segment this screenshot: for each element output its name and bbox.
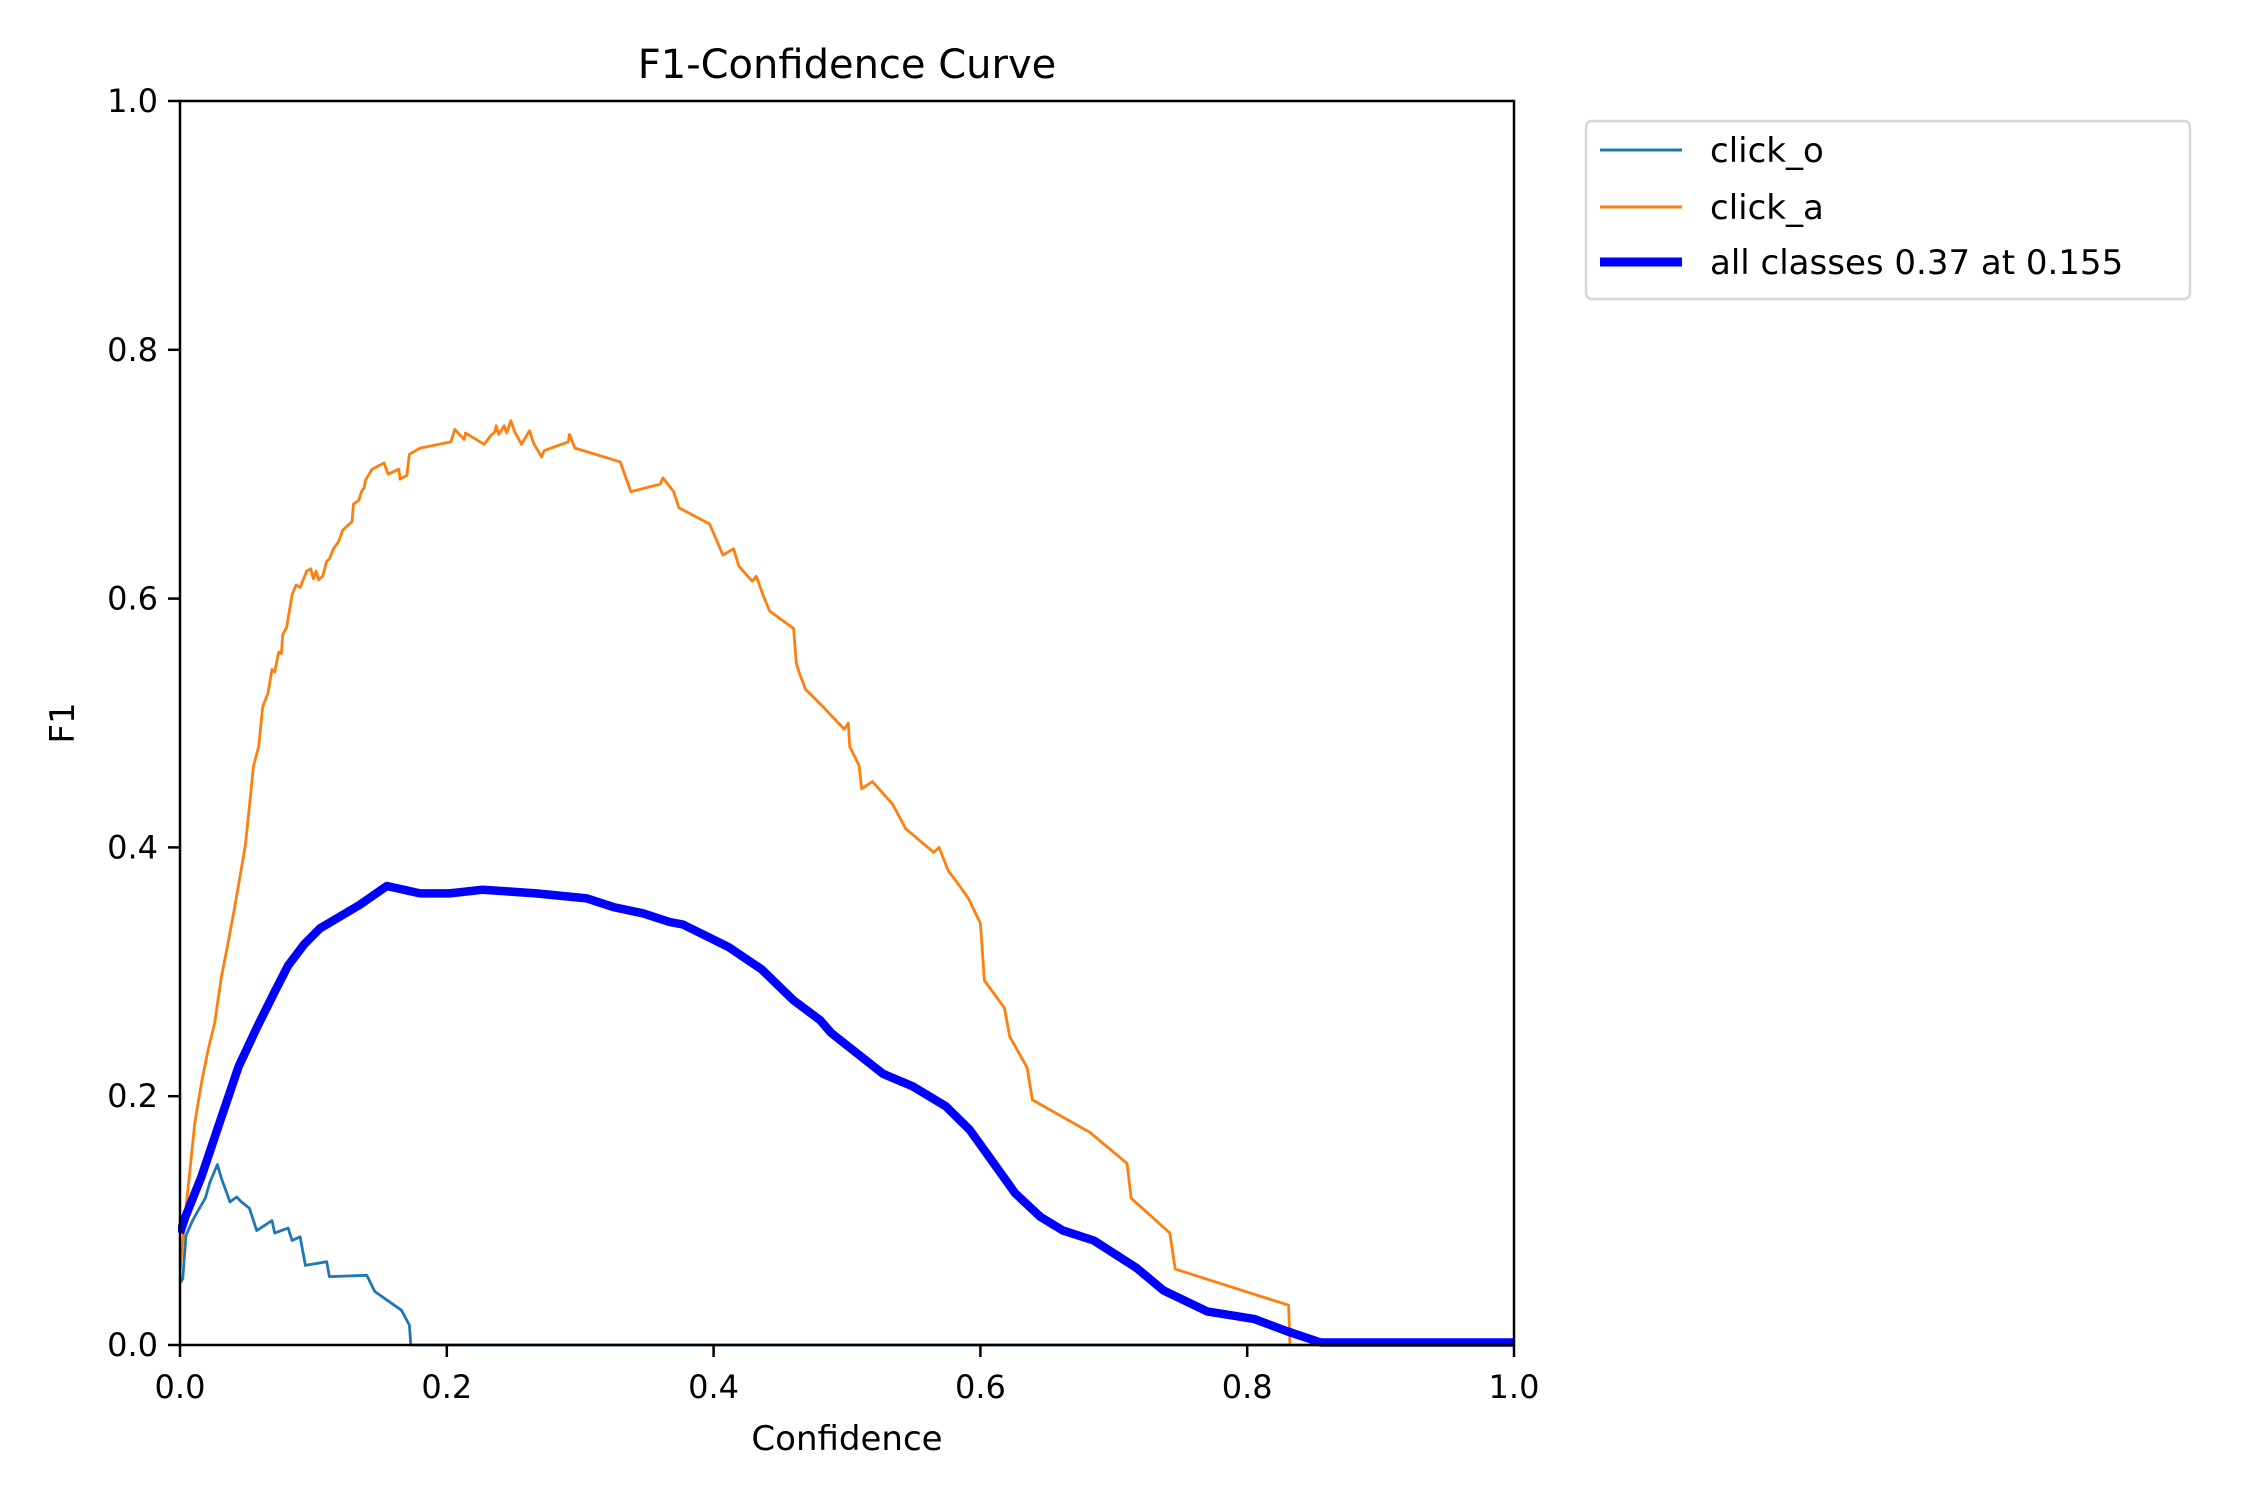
chart-title: F1-Confidence Curve [638, 42, 1057, 88]
x-tick-label: 0.6 [955, 1368, 1006, 1406]
y-axis-label: F1 [43, 702, 83, 743]
x-axis: 0.0 0.2 0.4 0.6 0.8 1.0 [155, 1345, 1540, 1406]
y-tick-label: 0.6 [107, 580, 158, 618]
legend-label-click_o: click_o [1710, 131, 1824, 171]
x-tick-label: 0.0 [155, 1368, 206, 1406]
axes-frame [178, 99, 1516, 1347]
legend-frame [1584, 119, 2192, 301]
series-line-click_o [178, 1163, 1514, 1347]
y-tick-label: 0.4 [107, 828, 158, 866]
x-tick-label: 0.4 [688, 1368, 739, 1406]
series-line-all-classes [178, 881, 1514, 1347]
series-layer [178, 419, 1514, 1347]
series-line-click_a [178, 419, 1514, 1347]
legend-label-all-classes: all classes 0.37 at 0.155 [1710, 243, 2123, 283]
y-axis: 0.0 0.2 0.4 0.6 0.8 1.0 [107, 82, 180, 1364]
y-tick-label: 0.8 [107, 331, 158, 369]
y-tick-label: 0.2 [107, 1077, 158, 1115]
x-tick-label: 0.2 [421, 1368, 472, 1406]
x-tick-label: 1.0 [1489, 1368, 1540, 1406]
y-tick-label: 1.0 [107, 82, 158, 120]
y-tick-label: 0.0 [107, 1326, 158, 1364]
x-tick-label: 0.8 [1222, 1368, 1273, 1406]
legend-label-click_a: click_a [1710, 188, 1824, 228]
x-axis-label: Confidence [751, 1419, 942, 1459]
